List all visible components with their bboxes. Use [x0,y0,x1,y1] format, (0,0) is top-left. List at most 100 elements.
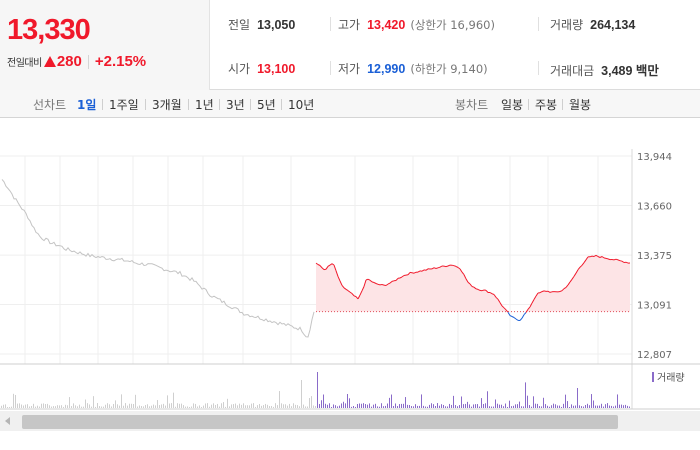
change-label: 전일대비 [7,58,42,69]
today-series-segment [399,276,403,279]
volume-bar [53,406,54,408]
today-series-segment [331,263,335,266]
divider [330,61,331,75]
volume-bar [33,403,34,408]
period-10year-button[interactable]: 10년 [288,98,315,112]
volume-bar [93,396,94,408]
volume-bar [539,406,540,408]
volume-bar [253,403,254,408]
today-series-segment [337,276,341,282]
today-series-segment [599,256,603,258]
volume-bar [13,393,14,408]
today-series-segment [573,272,577,277]
volume-bar [431,403,432,408]
volume-bar [405,397,406,408]
candle-weekly-button[interactable]: 주봉 [535,98,558,112]
change-rate: +2.15% [94,53,147,70]
volume-bar [183,405,184,408]
volume-bar [463,404,464,408]
candle-monthly-button[interactable]: 월봉 [569,98,592,112]
volume-bar [433,404,434,408]
volume-bar [519,401,520,408]
volume-bar [453,395,454,408]
today-series-segment [499,302,503,307]
today-series-segment [493,294,497,298]
volume-bar [241,404,242,408]
today-series-segment [511,316,515,318]
volume-bar [363,403,364,408]
volume-bar [213,403,214,408]
today-series-segment [459,268,463,273]
today-series-segment [341,284,345,289]
volume-bar [239,403,240,408]
today-series-segment [579,264,583,268]
volume-bar [207,403,208,408]
volume-bar [599,405,600,408]
volume-bar [299,406,300,408]
volume-bar [477,404,478,408]
today-series-segment [625,261,629,264]
volume-bar [143,406,144,408]
volume-bar [79,404,80,408]
volume-bar [291,406,292,408]
candle-daily-button[interactable]: 일봉 [501,98,524,112]
today-series-segment [605,257,609,260]
period-3year-button[interactable]: 3년 [226,98,245,112]
volume-bar [487,391,488,408]
today-series-segment [563,286,567,290]
volume-bar [505,403,506,408]
volume-bar [617,394,618,408]
stat-value: 264,134 [590,18,636,32]
volume-bar [591,394,592,408]
volume-bar [201,406,202,408]
today-series-segment [391,280,395,282]
divider [188,99,189,110]
volume-bar [317,372,318,408]
volume-bar [75,405,76,408]
volume-bar [451,404,452,408]
volume-bar [409,404,410,408]
volume-bar [389,397,390,408]
volume-bar [417,405,418,408]
scroll-left-icon[interactable] [5,417,10,425]
today-series-segment [569,279,573,283]
stat-trade-value: 거래대금 3,489 백만 [550,60,659,79]
volume-bar [559,405,560,408]
volume-bar [337,406,338,408]
period-1day-button[interactable]: 1일 [77,98,97,112]
volume-bar [493,406,494,408]
volume-bar [95,406,96,408]
volume-bar [157,400,158,408]
volume-bar [441,404,442,408]
today-series-segment [321,267,325,270]
volume-bar [347,393,348,408]
volume-bar [167,395,168,408]
volume-bar [231,404,232,408]
volume-bar [99,406,100,408]
today-series-segment [507,311,511,316]
divider [145,99,146,110]
line-chart-label: 선차트 [33,98,67,112]
volume-bar [595,405,596,408]
period-1year-button[interactable]: 1년 [195,98,214,112]
volume-bar [585,404,586,408]
today-series-segment [469,283,473,287]
volume-bar [531,406,532,408]
volume-bar [581,406,582,408]
volume-bar [343,401,344,408]
today-series-segment [513,317,517,320]
today-series-segment [407,272,411,276]
period-1week-button[interactable]: 1주일 [109,98,139,112]
current-price: 13,330 [7,14,91,46]
period-3month-button[interactable]: 3개월 [152,98,182,112]
scrollbar-thumb[interactable] [22,415,618,429]
volume-bar [263,405,264,408]
volume-bar [125,403,126,408]
volume-bar [31,405,32,408]
today-series-segment [361,286,365,292]
today-series-segment [325,266,329,270]
volume-bar [513,405,514,408]
volume-bar [629,406,630,408]
volume-bar [45,404,46,408]
period-5year-button[interactable]: 5년 [257,98,276,112]
